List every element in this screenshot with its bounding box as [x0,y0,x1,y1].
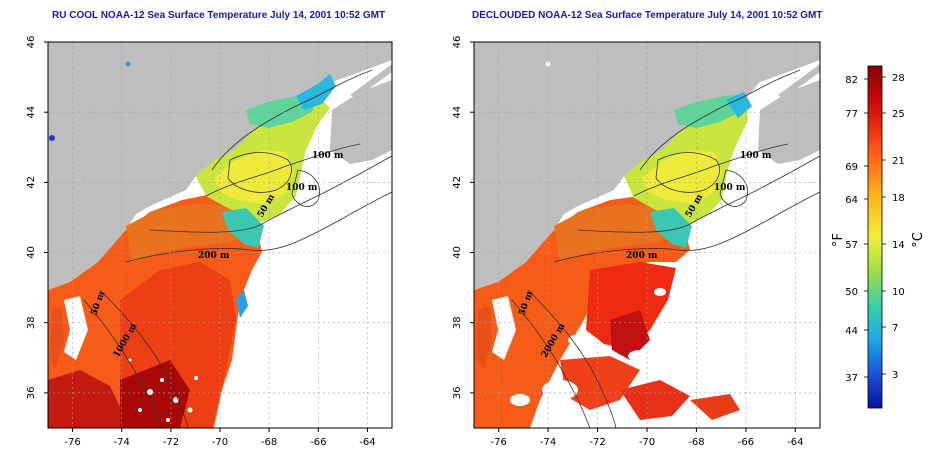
bathymetry-contours [511,69,820,428]
y-tick-label: 38 [26,316,37,329]
y-tick-label: 40 [452,246,463,259]
celsius-tick: 7 [892,323,898,334]
fahrenheit-tick: 37 [845,373,858,384]
fahrenheit-tick: 44 [845,326,858,337]
y-tick-label: 38 [452,316,463,329]
grid-lines [48,42,392,428]
celsius-unit-label: °C [911,232,926,248]
celsius-tick: 14 [892,240,905,251]
right-map-title: DECLOUDED NOAA-12 Sea Surface Temperatur… [472,10,823,21]
contour-label: 200 m [626,251,658,261]
celsius-tick: 3 [892,370,898,381]
y-tick-label: 40 [26,246,37,259]
fahrenheit-tick: 64 [845,195,858,206]
x-tick-label: -70 [639,437,655,448]
x-tick-label: -66 [310,437,326,448]
y-tick-label: 42 [26,176,37,189]
celsius-tick: 28 [892,73,905,84]
celsius-tick: 21 [892,156,905,167]
celsius-tick: 10 [892,287,905,298]
fahrenheit-tick: 50 [845,287,858,298]
contour-label: 100 m [740,151,772,161]
x-tick-label: -68 [261,437,277,448]
contour-label: 100 m [714,183,746,193]
x-tick-label: -74 [114,437,130,448]
y-tick-label: 36 [452,387,463,400]
x-tick-label: -72 [163,437,179,448]
left-map-title: RU COOL NOAA-12 Sea Surface Temperature … [52,10,386,21]
contour-label: 200 m [198,251,230,261]
fahrenheit-tick: 57 [845,240,858,251]
x-tick-label: -74 [540,437,556,448]
grid-lines [474,42,820,428]
contour-label: 100 m [312,151,344,161]
y-tick-label: 44 [26,106,37,119]
x-tick-label: -68 [688,437,704,448]
x-tick-label: -72 [589,437,605,448]
y-tick-label: 44 [452,106,463,119]
x-tick-label: -70 [212,437,228,448]
sst-warm-region [474,196,690,428]
x-tick-label: -76 [64,437,80,448]
celsius-tick: 25 [892,109,905,120]
left-map: 100 m 100 m 50 m 200 m 50 m 1000 m -76 -… [26,36,393,448]
y-tick-label: 46 [26,36,37,49]
x-tick-label: -66 [738,437,754,448]
right-map: 100 m 100 m 50 m 200 m 50 m 2000 m -76 -… [452,36,821,448]
x-tick-label: -76 [491,437,507,448]
contour-label: 100 m [286,183,318,193]
celsius-tick: 18 [892,193,905,204]
fahrenheit-tick: 82 [845,75,858,86]
y-tick-label: 36 [26,387,37,400]
x-tick-label: -64 [787,437,803,448]
y-tick-label: 46 [452,36,463,49]
color-scale-bar [867,65,883,409]
y-tick-label: 42 [452,176,463,189]
fahrenheit-unit-label: °F [831,233,846,247]
x-tick-label: -64 [359,437,375,448]
fahrenheit-tick: 69 [845,162,858,173]
fahrenheit-tick: 77 [845,109,858,120]
color-scale: 82 77 69 64 57 50 44 37 28 25 21 18 14 1… [831,65,926,409]
